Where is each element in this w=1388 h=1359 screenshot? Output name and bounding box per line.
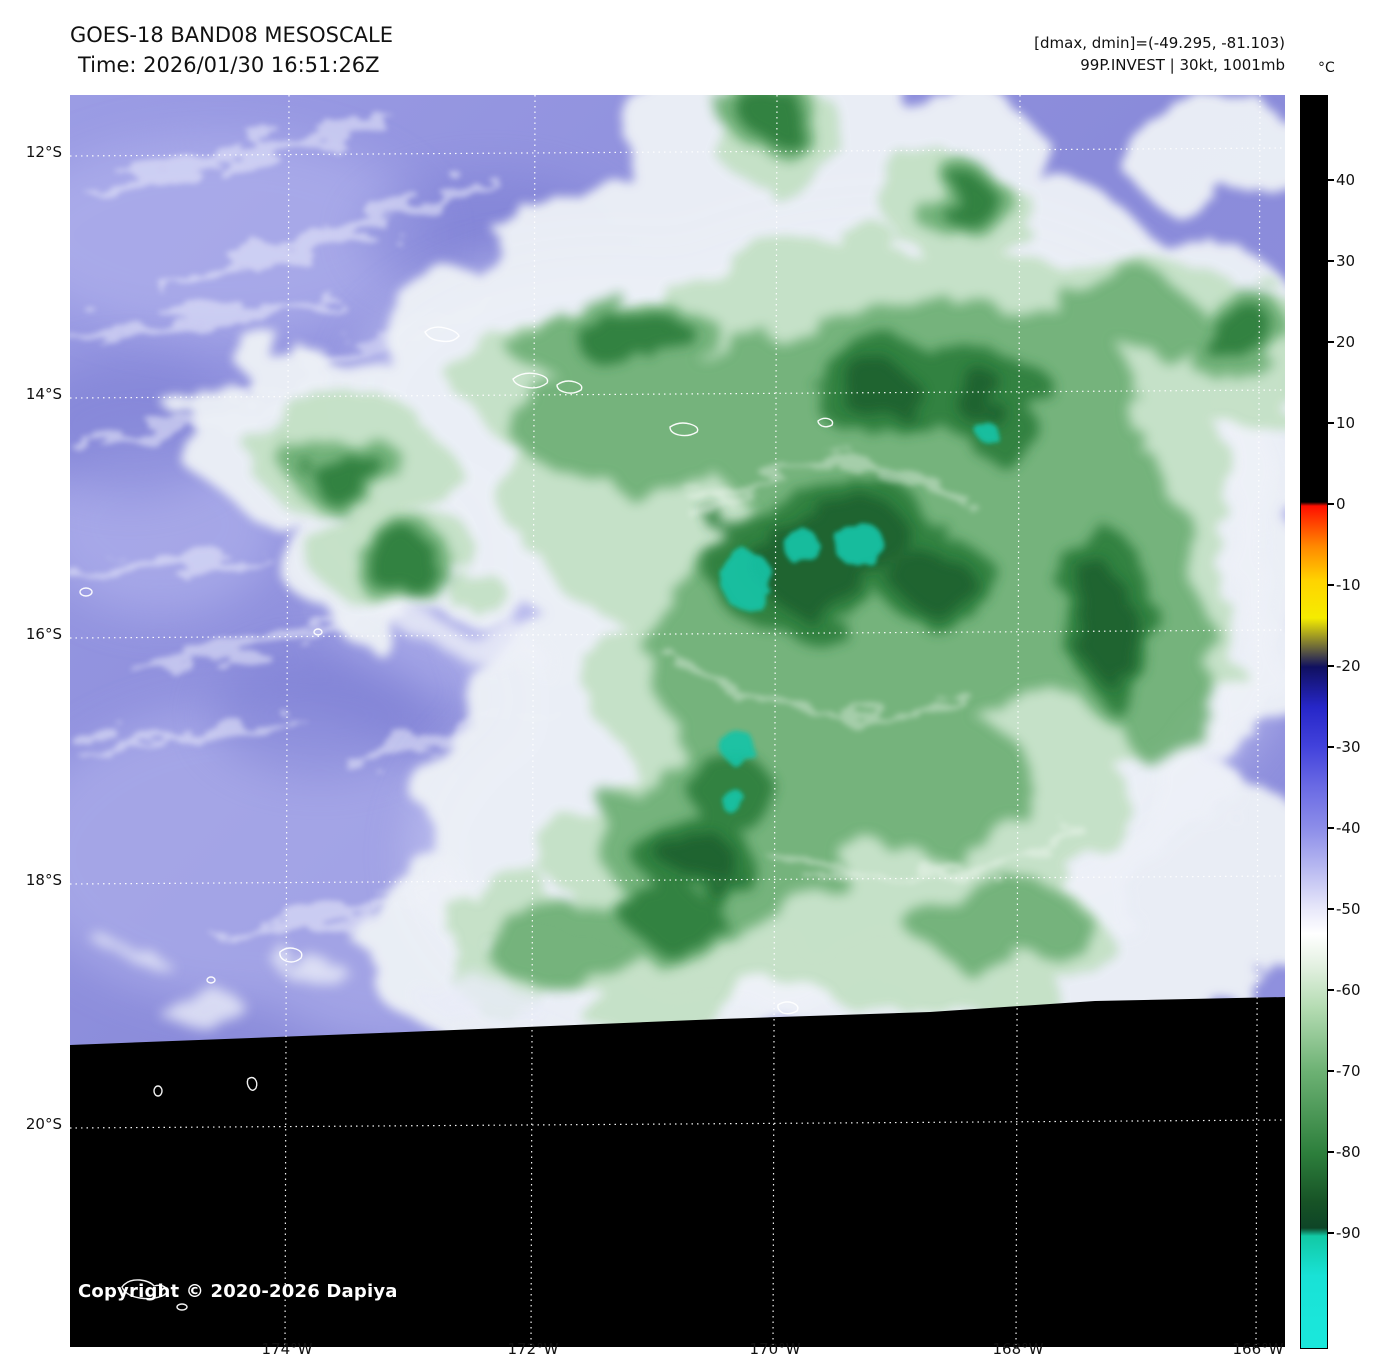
lon-label-174w: 174°W <box>261 1340 313 1358</box>
no-data-region <box>70 997 1285 1347</box>
colorbar-tickmark <box>1328 1232 1334 1234</box>
product-title: GOES-18 BAND08 MESOSCALE <box>70 23 393 47</box>
colorbar-tick-n50: -50 <box>1336 900 1361 918</box>
header-left: GOES-18 BAND08 MESOSCALE Time: 2026/01/3… <box>70 20 393 80</box>
colorbar-tickmark <box>1328 1151 1334 1153</box>
satellite-map: Copyright © 2020-2026 Dapiya <box>70 95 1285 1347</box>
coastlines <box>79 326 834 1311</box>
colorbar-tick-30: 30 <box>1336 252 1356 270</box>
header-right: [dmax, dmin]=(-49.295, -81.103) 99P.INVE… <box>790 32 1285 76</box>
gridlines <box>70 95 1285 1347</box>
temperature-colorbar <box>1300 95 1328 1349</box>
colorbar-unit: °C <box>1318 60 1335 76</box>
colorbar-tick-40: 40 <box>1336 171 1356 189</box>
dmax-dmin-readout: [dmax, dmin]=(-49.295, -81.103) <box>1034 34 1285 52</box>
colorbar-tick-0: 0 <box>1336 495 1346 513</box>
timestamp: Time: 2026/01/30 16:51:26Z <box>78 53 380 77</box>
coldest-tops-teal <box>720 423 999 814</box>
copyright-text: Copyright © 2020-2026 Dapiya <box>78 1281 398 1302</box>
colorbar-tickmark <box>1328 260 1334 262</box>
colorbar-tickmark <box>1328 908 1334 910</box>
satellite-imagery <box>70 95 1285 1347</box>
lat-label-12s: 12°S <box>25 143 62 161</box>
colorbar-tickmark <box>1328 584 1334 586</box>
lat-label-14s: 14°S <box>25 385 62 403</box>
lat-label-20s: 20°S <box>25 1115 62 1133</box>
colorbar-tickmark <box>1328 179 1334 181</box>
lon-label-170w: 170°W <box>749 1340 801 1358</box>
colorbar-tick-n90: -90 <box>1336 1224 1361 1242</box>
colorbar-tick-n40: -40 <box>1336 819 1361 837</box>
colorbar-tickmark <box>1328 1070 1334 1072</box>
colorbar-tickmark <box>1328 827 1334 829</box>
inner-swirls <box>667 459 1083 884</box>
colorbar-tickmark <box>1328 422 1334 424</box>
colorbar-tick-n70: -70 <box>1336 1062 1361 1080</box>
colorbar-tickmark <box>1328 341 1334 343</box>
colorbar-tick-n80: -80 <box>1336 1143 1361 1161</box>
colorbar-tick-n10: -10 <box>1336 576 1361 594</box>
storm-info: 99P.INVEST | 30kt, 1001mb <box>1080 56 1285 74</box>
low-cloudlets <box>106 942 540 1023</box>
colorbar-tick-n30: -30 <box>1336 738 1361 756</box>
colorbar-tickmark <box>1328 665 1334 667</box>
lon-label-168w: 168°W <box>992 1340 1044 1358</box>
colorbar-tick-n20: -20 <box>1336 657 1361 675</box>
colorbar-tickmark <box>1328 746 1334 748</box>
lat-label-16s: 16°S <box>25 625 62 643</box>
colorbar-tickmark <box>1328 989 1334 991</box>
lat-label-18s: 18°S <box>25 871 62 889</box>
colorbar-tick-n60: -60 <box>1336 981 1361 999</box>
lon-label-166w: 166°W <box>1232 1340 1284 1358</box>
colorbar-tick-20: 20 <box>1336 333 1356 351</box>
lon-label-172w: 172°W <box>507 1340 559 1358</box>
colorbar-tick-10: 10 <box>1336 414 1356 432</box>
colorbar-tickmark <box>1328 503 1334 505</box>
